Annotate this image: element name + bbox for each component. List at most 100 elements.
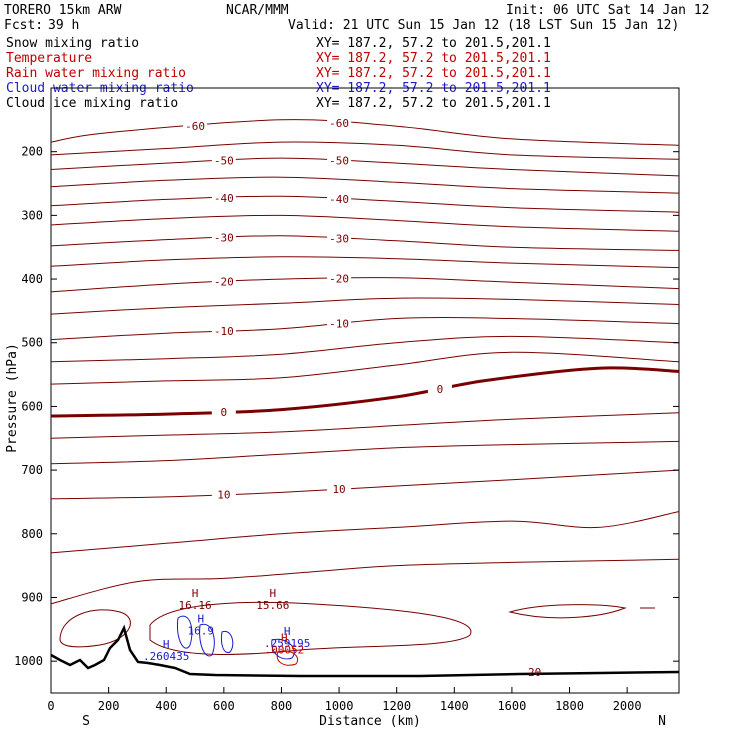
y-tick-label: 600 bbox=[21, 399, 43, 413]
isotherm-label: 0 bbox=[221, 406, 228, 419]
x-endpoint-right: N bbox=[658, 714, 666, 729]
isotherm-line bbox=[50, 366, 680, 418]
cloud-water-contour bbox=[199, 623, 215, 657]
legend-field-name: Temperature bbox=[6, 51, 92, 66]
y-axis-label: Pressure (hPa) bbox=[5, 343, 20, 453]
isotherm-line bbox=[50, 214, 680, 232]
isotherm-line bbox=[50, 335, 680, 363]
isotherm-label-bg bbox=[327, 154, 352, 167]
y-tick-label: 500 bbox=[21, 336, 43, 350]
isotherm-label: -50 bbox=[329, 155, 349, 168]
isotherm-label-bg bbox=[211, 275, 236, 288]
isotherm-label-bg bbox=[211, 324, 236, 337]
max-marker: H bbox=[192, 587, 199, 600]
isotherm-label-bg bbox=[211, 154, 236, 167]
isotherm-label: -40 bbox=[214, 192, 234, 205]
isotherm-line bbox=[50, 351, 680, 385]
x-tick-label: 1000 bbox=[325, 699, 354, 713]
isotherm-line bbox=[50, 176, 680, 194]
isotherm-line bbox=[50, 558, 680, 605]
fcst-value: 39 h bbox=[48, 18, 79, 33]
max-value: .260435 bbox=[143, 650, 189, 663]
legend-field-name: Cloud ice mixing ratio bbox=[6, 96, 178, 111]
isotherm-label: -30 bbox=[329, 232, 349, 245]
isotherm-label: -40 bbox=[329, 193, 349, 206]
isotherm-line bbox=[50, 511, 680, 554]
isotherm-label-bg bbox=[211, 405, 236, 418]
x-tick-label: 0 bbox=[47, 699, 54, 713]
isotherm-label-bg bbox=[211, 231, 236, 244]
isotherm-label-bg bbox=[327, 232, 352, 245]
isotherm-label: -50 bbox=[214, 155, 234, 168]
x-tick-label: 400 bbox=[155, 699, 177, 713]
max-marker: H bbox=[163, 638, 170, 651]
x-endpoint-left: S bbox=[82, 714, 90, 729]
x-axis-label: Distance (km) bbox=[319, 714, 421, 729]
rain-water-contour bbox=[276, 650, 298, 666]
y-tick-label: 400 bbox=[21, 272, 43, 286]
max-marker: H bbox=[281, 632, 288, 645]
legend-field-xy: XY= 187.2, 57.2 to 201.5,201.1 bbox=[316, 51, 551, 66]
rain-contour bbox=[149, 601, 472, 655]
isotherm-label-bg bbox=[327, 483, 352, 496]
isotherm-label-bg bbox=[211, 488, 236, 501]
y-tick-label: 300 bbox=[21, 208, 43, 222]
isotherm-label: 10 bbox=[332, 483, 345, 496]
legend-field-xy: XY= 187.2, 57.2 to 201.5,201.1 bbox=[316, 66, 551, 81]
cloud-and-rain-contours bbox=[59, 601, 655, 666]
isotherm-label: -20 bbox=[329, 272, 349, 285]
isotherm-label-bg bbox=[211, 191, 236, 204]
isotherm-label: -10 bbox=[214, 325, 234, 338]
isotherm-label-bg bbox=[427, 382, 452, 395]
x-tick-label: 2000 bbox=[613, 699, 642, 713]
isotherm-label: -10 bbox=[329, 318, 349, 331]
max-marker: H bbox=[197, 613, 204, 626]
model-title: TORERO 15km ARW bbox=[4, 3, 122, 18]
legend-field-name: Rain water mixing ratio bbox=[6, 66, 186, 81]
cloud-water-contour bbox=[271, 638, 295, 660]
isotherm-label: 10 bbox=[217, 489, 230, 502]
isotherm-label-bg bbox=[327, 117, 352, 130]
max-value: 16.16 bbox=[178, 599, 211, 612]
isotherm-line bbox=[50, 297, 680, 315]
isotherm-line bbox=[50, 412, 680, 439]
y-tick-label: 200 bbox=[21, 145, 43, 159]
x-tick-label: 800 bbox=[271, 699, 293, 713]
isotherm-line bbox=[50, 141, 680, 160]
plot-frame bbox=[50, 87, 680, 694]
surface-isotherm-label: 20 bbox=[528, 666, 541, 679]
isotherm-line bbox=[50, 119, 680, 146]
fcst-label: Fcst: bbox=[4, 18, 43, 33]
max-value: .259195 bbox=[264, 637, 310, 650]
isotherm-label: -60 bbox=[329, 117, 349, 130]
legend-field-name: Snow mixing ratio bbox=[6, 36, 139, 51]
isotherm-line bbox=[50, 440, 680, 465]
x-tick-label: 600 bbox=[213, 699, 235, 713]
isotherm-label: -30 bbox=[214, 232, 234, 245]
org-label: NCAR/MMM bbox=[226, 3, 289, 18]
terrain: 20 bbox=[50, 624, 680, 679]
valid-label: Valid: 21 UTC Sun 15 Jan 12 (18 LST Sun … bbox=[288, 18, 679, 33]
rain-contour bbox=[59, 609, 131, 648]
max-marker: H bbox=[284, 625, 291, 638]
x-tick-label: 1200 bbox=[382, 699, 411, 713]
isotherm-label-bg bbox=[183, 120, 208, 133]
y-tick-label: 1000 bbox=[14, 654, 43, 668]
isotherm-label: -20 bbox=[214, 276, 234, 289]
x-tick-label: 200 bbox=[98, 699, 120, 713]
isotherm-label: -60 bbox=[185, 120, 205, 133]
isotherm-label-bg bbox=[327, 317, 352, 330]
rain-contour bbox=[508, 604, 627, 619]
isotherms: -60 -60 -50 -50 -40 -40 -30 -30 -20 -20 -10 -10 0 0 10… bbox=[50, 117, 680, 605]
max-value: 15.66 bbox=[256, 599, 289, 612]
isotherm-label-bg bbox=[327, 192, 352, 205]
isotherm-line bbox=[50, 256, 680, 269]
x-tick-label: 1800 bbox=[555, 699, 584, 713]
x-tick-label: 1400 bbox=[440, 699, 469, 713]
cloud-water-contour bbox=[176, 615, 193, 649]
max-value: .00052 bbox=[264, 644, 304, 657]
y-tick-label: 900 bbox=[21, 590, 43, 604]
